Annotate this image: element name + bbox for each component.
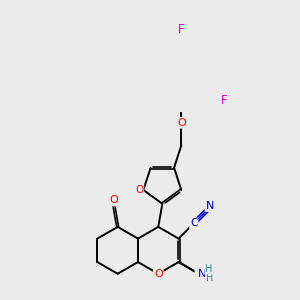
Text: N: N [195,268,204,278]
Text: N: N [206,201,214,211]
Text: O: O [109,196,118,206]
Text: H: H [205,264,212,274]
Text: F: F [221,94,227,107]
Text: O: O [135,185,143,195]
Text: O: O [154,269,163,279]
Text: H: H [206,273,213,283]
Text: C: C [190,218,197,228]
Text: H: H [204,274,211,284]
Text: N: N [197,269,206,279]
Text: F: F [178,23,184,36]
Text: N: N [198,268,206,278]
Text: H: H [206,273,213,283]
Text: O: O [177,118,186,128]
